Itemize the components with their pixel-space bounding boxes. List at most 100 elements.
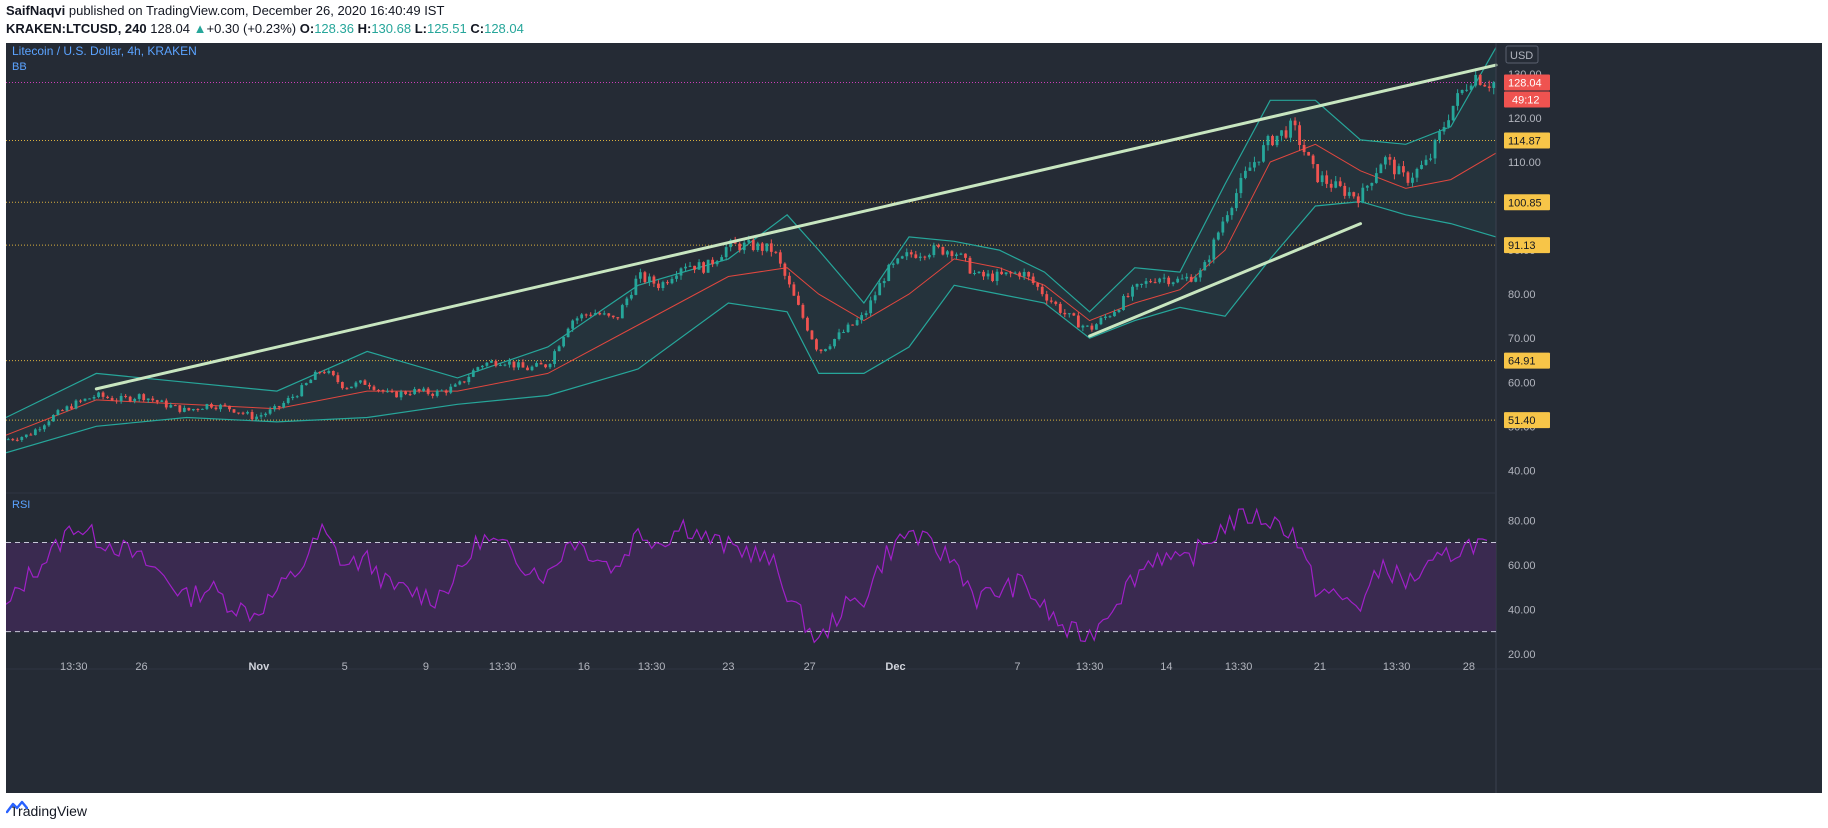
candle-body	[566, 328, 570, 338]
footer-brand[interactable]: TradingView	[10, 803, 88, 819]
candle-body	[1411, 177, 1414, 183]
x-axis-tick-12: 13:30	[1076, 661, 1104, 673]
candle-body	[241, 412, 245, 414]
candle-body	[1104, 316, 1107, 318]
candle-body	[1144, 281, 1148, 284]
candle-body	[575, 318, 579, 321]
candle-body	[1198, 270, 1202, 278]
level-tag-label-2: 100.85	[1508, 197, 1542, 209]
candle-body	[1000, 271, 1003, 275]
candle-body	[38, 429, 42, 431]
candle-body	[887, 264, 891, 282]
tradingview-logo-icon[interactable]	[6, 800, 28, 814]
x-axis-tick-17: 28	[1463, 661, 1475, 673]
candle-body	[426, 388, 430, 394]
x-axis-tick-6: 16	[578, 661, 590, 673]
candle-body	[74, 400, 78, 409]
candle-body	[1122, 295, 1125, 311]
x-axis-tick-0: 13:30	[60, 661, 88, 673]
footer: TradingView	[6, 800, 87, 822]
candle-body	[657, 283, 660, 289]
x-axis-tick-9: 27	[804, 661, 816, 673]
candle-body	[891, 263, 895, 265]
candle-body	[196, 408, 200, 410]
currency-box[interactable]	[1505, 45, 1539, 64]
candle-body	[580, 314, 584, 319]
candle-body	[508, 361, 511, 365]
level-tag-label-5: 51.40	[1508, 415, 1536, 427]
chart-container[interactable]: 40.0050.0060.0070.0080.0090.00100.00110.…	[6, 43, 1822, 793]
candle-body	[1176, 278, 1180, 283]
candle-body	[873, 295, 877, 301]
x-axis-tick-1: 26	[135, 661, 147, 673]
candle-body	[991, 273, 994, 281]
candle-body	[1307, 152, 1311, 156]
candle-body	[1194, 277, 1198, 282]
candle-body	[15, 439, 19, 441]
author-name[interactable]: SaifNaqvi	[6, 3, 66, 18]
candle-body	[1284, 130, 1288, 138]
candle-body	[693, 265, 696, 270]
candle-body	[548, 364, 552, 368]
candle-body	[1162, 277, 1166, 279]
candle-body	[1054, 301, 1058, 304]
candle-body	[440, 390, 444, 392]
trendline-0[interactable]	[94, 63, 1498, 391]
candle-body	[950, 251, 954, 256]
candle-body	[24, 434, 28, 438]
candle-body	[1189, 276, 1193, 282]
candle-body	[706, 259, 710, 273]
rsi-axis-tick-1: 40.00	[1508, 604, 1536, 616]
trendline-1[interactable]	[1088, 222, 1363, 338]
candle-body	[1460, 89, 1464, 94]
candle-body	[688, 265, 692, 267]
candle-body	[1090, 325, 1094, 330]
candle-body	[1442, 127, 1446, 132]
candle-body	[860, 315, 864, 321]
candle-body	[544, 364, 547, 368]
candle-body	[485, 362, 489, 366]
candle-body	[724, 247, 728, 258]
candle-body	[395, 391, 398, 398]
candle-body	[1221, 221, 1225, 233]
candle-body	[92, 397, 96, 399]
candle-body	[1320, 175, 1324, 183]
chart-svg[interactable]: 40.0050.0060.0070.0080.0090.00100.00110.…	[6, 43, 1822, 793]
candle-body	[1374, 173, 1378, 183]
low-value: 125.51	[426, 21, 467, 36]
candle-body	[643, 272, 647, 283]
open-value: 128.36	[314, 21, 354, 36]
candle-body	[616, 317, 620, 319]
candle-body	[819, 349, 823, 352]
candle-body	[187, 407, 191, 411]
countdown-label: 49:12	[1512, 94, 1540, 106]
candle-body	[864, 313, 868, 316]
candle-body	[1018, 272, 1022, 277]
candle-body	[824, 349, 827, 352]
candle-body	[115, 400, 119, 402]
candle-body	[1365, 185, 1369, 188]
candle-body	[946, 251, 949, 255]
bb-upper-line	[6, 47, 1497, 419]
candle-body	[1225, 215, 1229, 222]
rsi-line	[6, 507, 1488, 644]
candle-body	[462, 381, 466, 383]
candle-body	[914, 254, 918, 258]
candle-body	[697, 262, 701, 270]
candle-body	[1469, 85, 1473, 90]
candle-body	[444, 390, 448, 393]
candle-body	[1049, 300, 1053, 302]
candle-body	[539, 363, 543, 365]
candle-body	[1203, 262, 1207, 271]
candle-body	[936, 245, 940, 247]
candle-body	[1117, 310, 1121, 313]
candle-body	[1207, 259, 1211, 263]
candle-body	[20, 437, 24, 440]
candle-body	[769, 243, 773, 252]
candle-body	[815, 339, 818, 350]
candle-body	[909, 252, 913, 255]
rsi-axis-tick-3: 80.00	[1508, 515, 1536, 527]
candle-body	[83, 398, 87, 401]
candle-body	[562, 337, 566, 347]
candle-body	[404, 391, 407, 395]
